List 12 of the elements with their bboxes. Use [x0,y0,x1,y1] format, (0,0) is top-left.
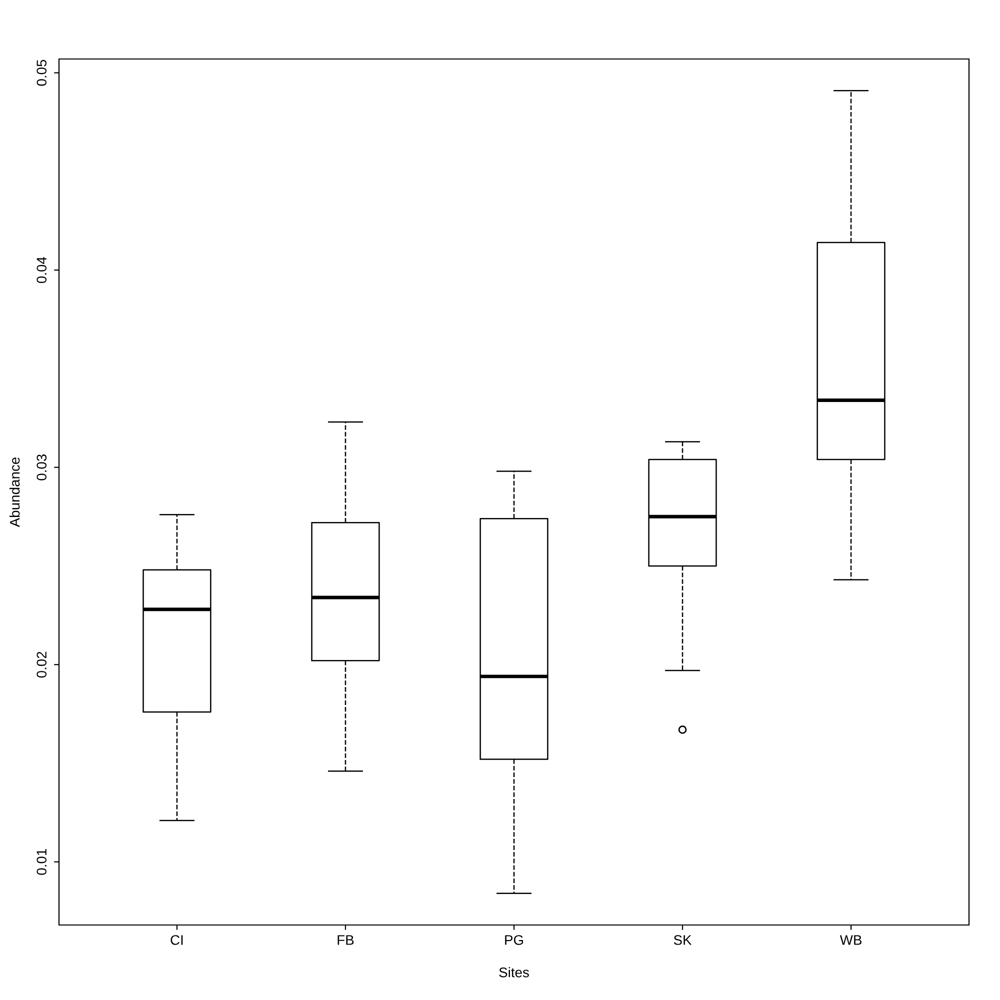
x-axis-title: Sites [499,967,529,978]
y-tick-label: 0.01 [36,849,47,875]
x-tick-label: PG [505,935,523,945]
y-tick-label: 0.02 [36,652,47,678]
y-tick-label: 0.03 [36,454,47,480]
x-tick-label: SK [674,935,692,945]
y-tick-label: 0.04 [36,256,47,284]
y-tick-label: 0.05 [36,60,47,86]
y-axis-title: Abundance [9,457,20,528]
x-tick-label: CI [170,935,183,945]
x-tick-label: WB [840,935,862,945]
x-tick-label: FB [338,935,354,945]
